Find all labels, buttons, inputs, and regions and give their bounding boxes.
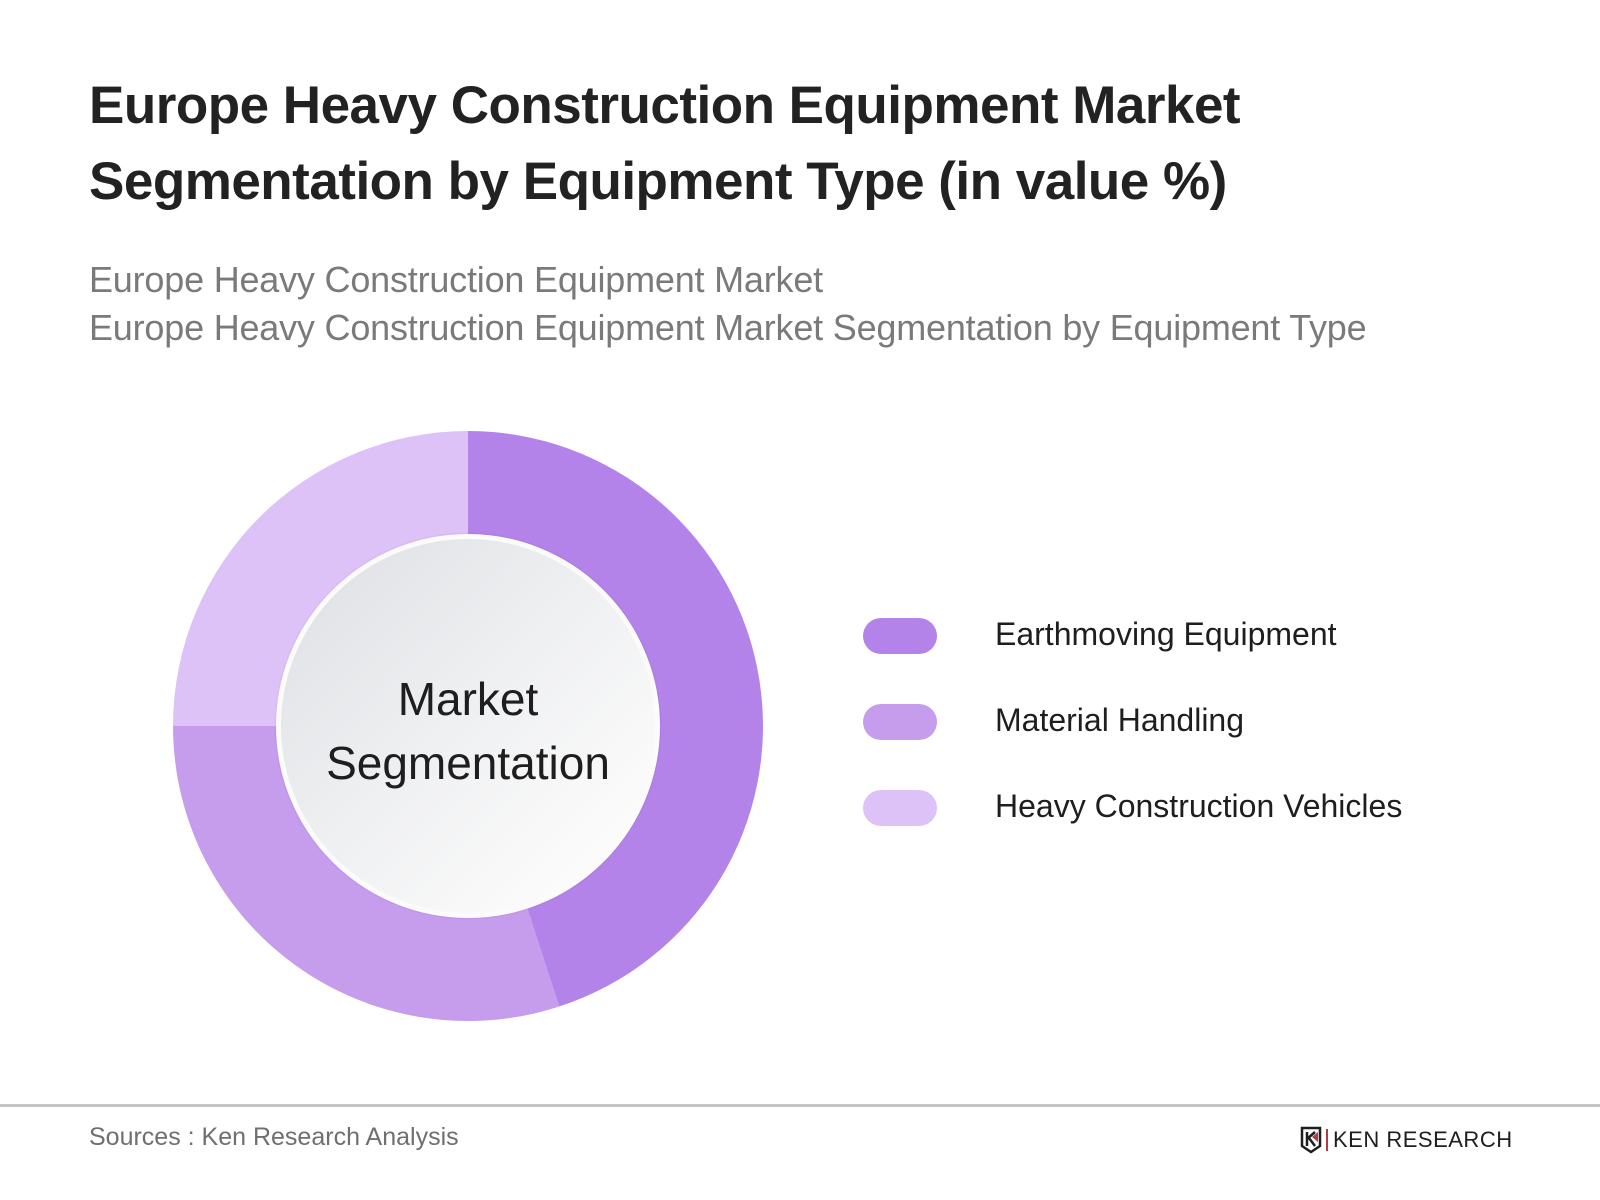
legend-item-heavy-construction-vehicles: Heavy Construction Vehicles	[863, 788, 1483, 826]
sources-note: Sources : Ken Research Analysis	[89, 1123, 459, 1151]
ken-research-logo-icon	[1300, 1126, 1322, 1154]
legend-item-material-handling: Material Handling	[863, 702, 1483, 740]
donut-center-label: Market Segmentation	[326, 667, 610, 795]
chart-title: Europe Heavy Construction Equipment Mark…	[89, 68, 1489, 220]
donut-center: Market Segmentation	[276, 534, 660, 918]
donut-segment-earthmoving-equipment	[468, 431, 763, 1007]
legend-label: Earthmoving Equipment	[995, 616, 1337, 652]
legend-swatch	[863, 618, 937, 654]
chart-subtitle-line-1: Europe Heavy Construction Equipment Mark…	[89, 259, 823, 300]
logo-separator	[1326, 1129, 1328, 1151]
donut-segment-heavy-construction-vehicles	[173, 431, 468, 726]
logo-text: KEN RESEARCH	[1333, 1127, 1513, 1152]
legend-item-earthmoving: Earthmoving Equipment	[863, 616, 1483, 654]
footer-divider	[0, 1104, 1600, 1107]
legend-swatch	[863, 704, 937, 740]
chart-title-line-1: Europe Heavy Construction Equipment Mark…	[89, 76, 1241, 135]
donut-chart: Market Segmentation	[173, 431, 763, 1021]
center-label-line-2: Segmentation	[326, 737, 610, 789]
ken-research-logo: KEN RESEARCH	[1300, 1124, 1513, 1156]
donut-ring	[173, 431, 763, 1021]
donut-segment-material-handling	[173, 726, 560, 1021]
chart-subtitle-line-2: Europe Heavy Construction Equipment Mark…	[89, 307, 1367, 348]
legend-swatch	[863, 790, 937, 826]
legend-label: Heavy Construction Vehicles	[995, 788, 1403, 824]
chart-subtitle: Europe Heavy Construction Equipment Mark…	[89, 256, 1549, 352]
chart-title-line-2: Segmentation by Equipment Type (in value…	[89, 152, 1227, 211]
legend-label: Material Handling	[995, 702, 1245, 738]
center-label-line-1: Market	[397, 673, 539, 725]
